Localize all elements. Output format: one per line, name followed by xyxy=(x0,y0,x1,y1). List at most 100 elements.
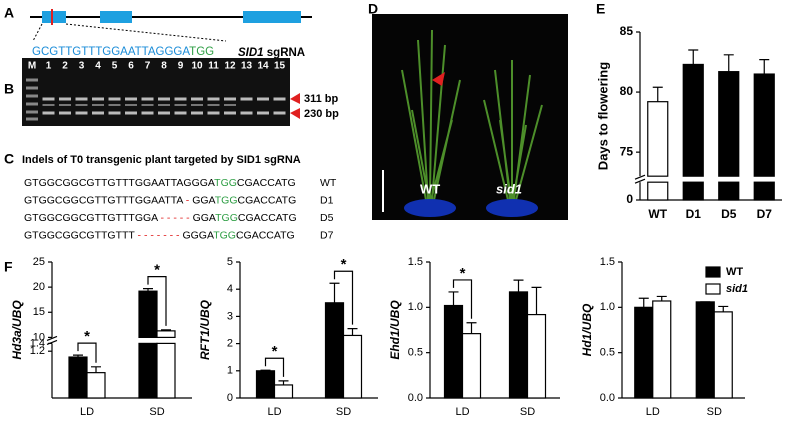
indel-sequence: GTGGCGGCGTTGTTTGGA - - - - - GGATGGCGACC… xyxy=(24,212,297,224)
panel-label: A xyxy=(4,5,14,21)
bar-chart: 0 1 2 3 4 5 RFT1/UBQ LD * SD * xyxy=(198,256,378,418)
bar xyxy=(86,372,106,399)
significance-bracket xyxy=(452,279,473,319)
sequence-segment: GTGGCGGCGTTGTTTGGAATTA xyxy=(24,194,183,206)
bar xyxy=(718,181,740,201)
sgrna: GCGTTGTTTGGAATTAGGGA xyxy=(32,46,190,58)
gel-band xyxy=(92,97,104,101)
bar-chart: 1.21.410 15 20 25 Hd3a/UBQ LD * SD * xyxy=(10,256,192,418)
y-tick-label: 20 xyxy=(33,281,45,293)
significance-star: * xyxy=(84,328,90,345)
panel-label: F xyxy=(4,259,13,275)
gel-band xyxy=(191,104,203,106)
significance-star: * xyxy=(460,265,466,282)
bar xyxy=(753,73,775,177)
y-tick-label: 1 xyxy=(227,365,233,377)
bar xyxy=(138,290,158,338)
gel-band xyxy=(125,104,137,106)
error-bar xyxy=(652,86,663,102)
sequence-segment: GGA xyxy=(193,212,216,224)
y-axis-label: RFT1/UBQ xyxy=(198,299,212,360)
y-tick-label: 1.4 xyxy=(30,337,45,349)
bar-chart: 0.0 0.5 1.0 1.5 Ehd1/UBQ LD * SD xyxy=(388,256,560,418)
error-bar xyxy=(347,328,358,336)
gel-band xyxy=(174,97,187,101)
indel-sequence: GTGGCGGCGTTGTTTGGAATTA - GGATGGCGACCATG xyxy=(24,194,296,206)
indel-title: Indels of T0 transgenic plant targeted b… xyxy=(22,154,301,166)
gel-band xyxy=(59,111,71,115)
arrow xyxy=(290,108,300,119)
sequence-segment: TGG xyxy=(213,229,236,241)
error-bar xyxy=(260,369,271,371)
lane-label: 4 xyxy=(95,61,101,72)
bar xyxy=(156,330,176,338)
lane-label: 12 xyxy=(224,61,236,72)
sequence-segment: - xyxy=(183,194,192,206)
error-bar xyxy=(466,322,477,334)
y-tick-label: 1.0 xyxy=(408,301,423,313)
bar xyxy=(753,181,775,201)
photo-label: WT xyxy=(420,181,440,196)
significance-star: * xyxy=(341,256,347,273)
legend-label: WT xyxy=(726,266,743,278)
lane-label: 10 xyxy=(191,61,203,72)
x-tick-label: LD xyxy=(455,406,469,418)
sequence-segment: GGA xyxy=(192,194,215,206)
bar-chart: 0.0 0.5 1.0 1.5 Hd1/UBQ LD SD WT sid1 xyxy=(580,256,748,418)
y-tick-label: 15 xyxy=(33,306,45,318)
gel-band xyxy=(207,104,220,106)
gel-band xyxy=(174,111,187,115)
lane-label: 9 xyxy=(178,61,184,72)
y-tick-label: 3 xyxy=(227,310,233,322)
error-bar xyxy=(73,354,83,358)
sgrna-name: SID1 sgRNA xyxy=(238,47,305,59)
gel-band xyxy=(59,104,71,106)
gel-band xyxy=(273,111,286,115)
gel-band xyxy=(174,104,187,106)
gel-band xyxy=(26,94,38,98)
indel-label: WT xyxy=(320,177,337,189)
y-tick-label: 10 xyxy=(33,331,45,343)
sgrna-label: sgRNA xyxy=(267,47,305,59)
gel-band xyxy=(26,86,38,90)
bar xyxy=(682,63,704,177)
gel-band xyxy=(108,97,121,101)
panel-label: B xyxy=(4,81,14,97)
lane-label: M xyxy=(28,61,36,72)
bar xyxy=(443,304,464,399)
y-tick-label: 1.5 xyxy=(408,256,423,268)
indel-label: D5 xyxy=(320,212,334,224)
error-bar xyxy=(759,59,770,75)
panel-label: C xyxy=(4,151,14,167)
gel-band xyxy=(108,104,121,106)
gel-band xyxy=(125,97,137,101)
error-bar xyxy=(688,49,699,65)
gel-band xyxy=(26,78,38,82)
axis-break xyxy=(634,174,646,180)
gel-band xyxy=(257,97,269,101)
gel-lanes: M 1 2 3 4 5 6 7 8 9 10 11 12 13 14 15 xyxy=(26,61,286,121)
y-tick-label: 0.5 xyxy=(408,347,423,359)
significance-star: * xyxy=(272,343,278,360)
gel-band xyxy=(75,104,88,106)
error-bar xyxy=(718,305,729,312)
gel-band xyxy=(158,111,170,115)
lane-label: 7 xyxy=(145,61,151,72)
band-label: 230 bp xyxy=(304,108,339,120)
x-tick-label: LD xyxy=(646,406,660,418)
bar xyxy=(273,384,294,399)
error-bar xyxy=(531,286,542,315)
significance-bracket xyxy=(77,342,97,363)
x-tick-label: LD xyxy=(267,406,281,418)
panel-label: D xyxy=(368,1,378,17)
error-bar xyxy=(161,329,171,331)
y-axis-label: Ehd1/UBQ xyxy=(388,300,402,360)
bar xyxy=(652,300,672,399)
gel-band xyxy=(224,111,236,115)
y-axis-label: Hd3a/UBQ xyxy=(10,300,24,360)
y-tick-label: 2 xyxy=(227,338,233,350)
plant-photo xyxy=(372,14,568,220)
error-bar xyxy=(91,366,101,373)
gel-band xyxy=(158,97,170,101)
gel-band xyxy=(191,97,203,101)
